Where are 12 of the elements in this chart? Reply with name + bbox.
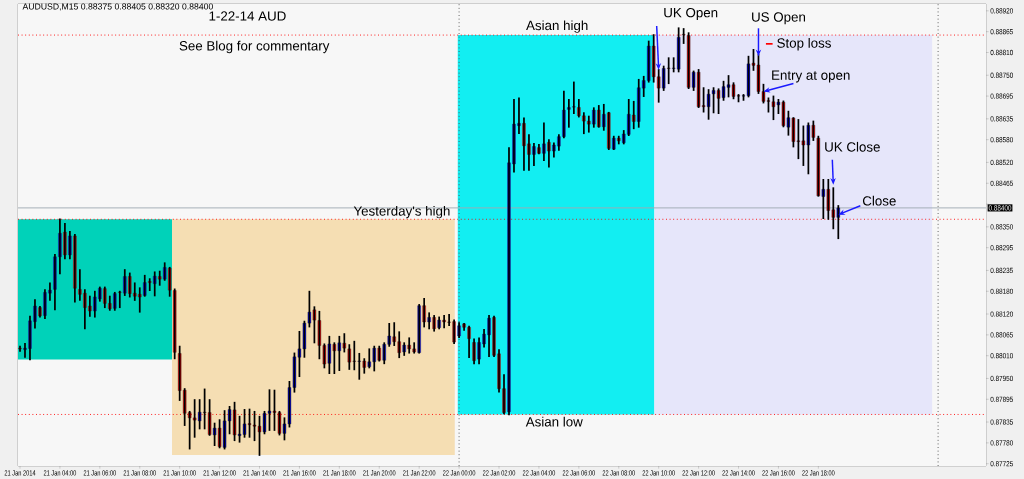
annotation: Stop loss <box>777 37 831 51</box>
chart-title: 1-22-14 AUD <box>209 11 286 21</box>
annotation: Entry at open <box>772 70 850 83</box>
annotation: UK Open <box>664 7 718 20</box>
annotation: UK Close <box>825 141 880 152</box>
annotation: US Open <box>752 12 806 25</box>
ref-line-label: Yesterday's high <box>353 205 450 219</box>
annotation: See Blog for commentary <box>179 40 330 54</box>
annotation: Close <box>862 195 896 206</box>
annotation: AUDUSD,M15 0.88375 0.88405 0.88320 0.88400 <box>22 3 213 11</box>
ref-line-label: Asian high <box>526 20 588 33</box>
ref-line-label: Asian low <box>525 416 583 427</box>
